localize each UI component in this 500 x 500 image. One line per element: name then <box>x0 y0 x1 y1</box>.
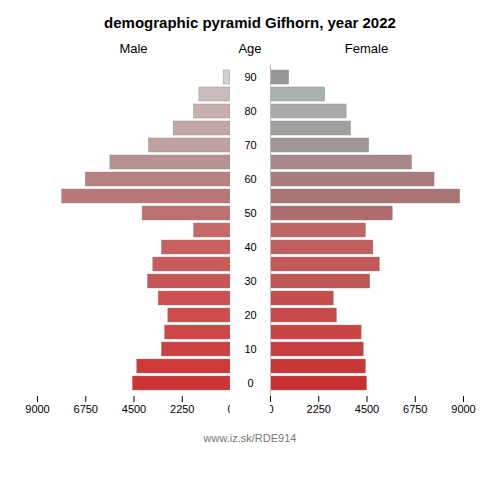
svg-text:30: 30 <box>244 275 256 287</box>
html-text:Age: Age <box>238 41 262 56</box>
svg-text:2250: 2250 <box>307 403 331 415</box>
svg-text:6750: 6750 <box>403 403 427 415</box>
svg-text:0: 0 <box>247 377 253 389</box>
svg-text:4500: 4500 <box>122 403 146 415</box>
html-text:www.iz.sk/RDE914: www.iz.sk/RDE914 <box>203 432 297 444</box>
svg-text:0: 0 <box>270 403 274 415</box>
svg-text:60: 60 <box>244 173 256 185</box>
svg-text:9000: 9000 <box>25 403 49 415</box>
svg-text:50: 50 <box>244 207 256 219</box>
html-text:demographic pyramid Gifhorn, y: demographic pyramid Gifhorn, year 2022 <box>104 14 396 31</box>
svg-text:4500: 4500 <box>355 403 379 415</box>
svg-text:90: 90 <box>244 71 256 83</box>
svg-text:9000: 9000 <box>451 403 475 415</box>
html-text:Female: Female <box>344 41 389 56</box>
svg-text:6750: 6750 <box>74 403 98 415</box>
svg-text:40: 40 <box>244 241 256 253</box>
svg-text:70: 70 <box>244 139 256 151</box>
html-text:Male: Male <box>119 41 148 56</box>
svg-text:10: 10 <box>244 343 256 355</box>
svg-text:80: 80 <box>244 105 256 117</box>
svg-text:2250: 2250 <box>170 403 194 415</box>
svg-text:20: 20 <box>244 309 256 321</box>
